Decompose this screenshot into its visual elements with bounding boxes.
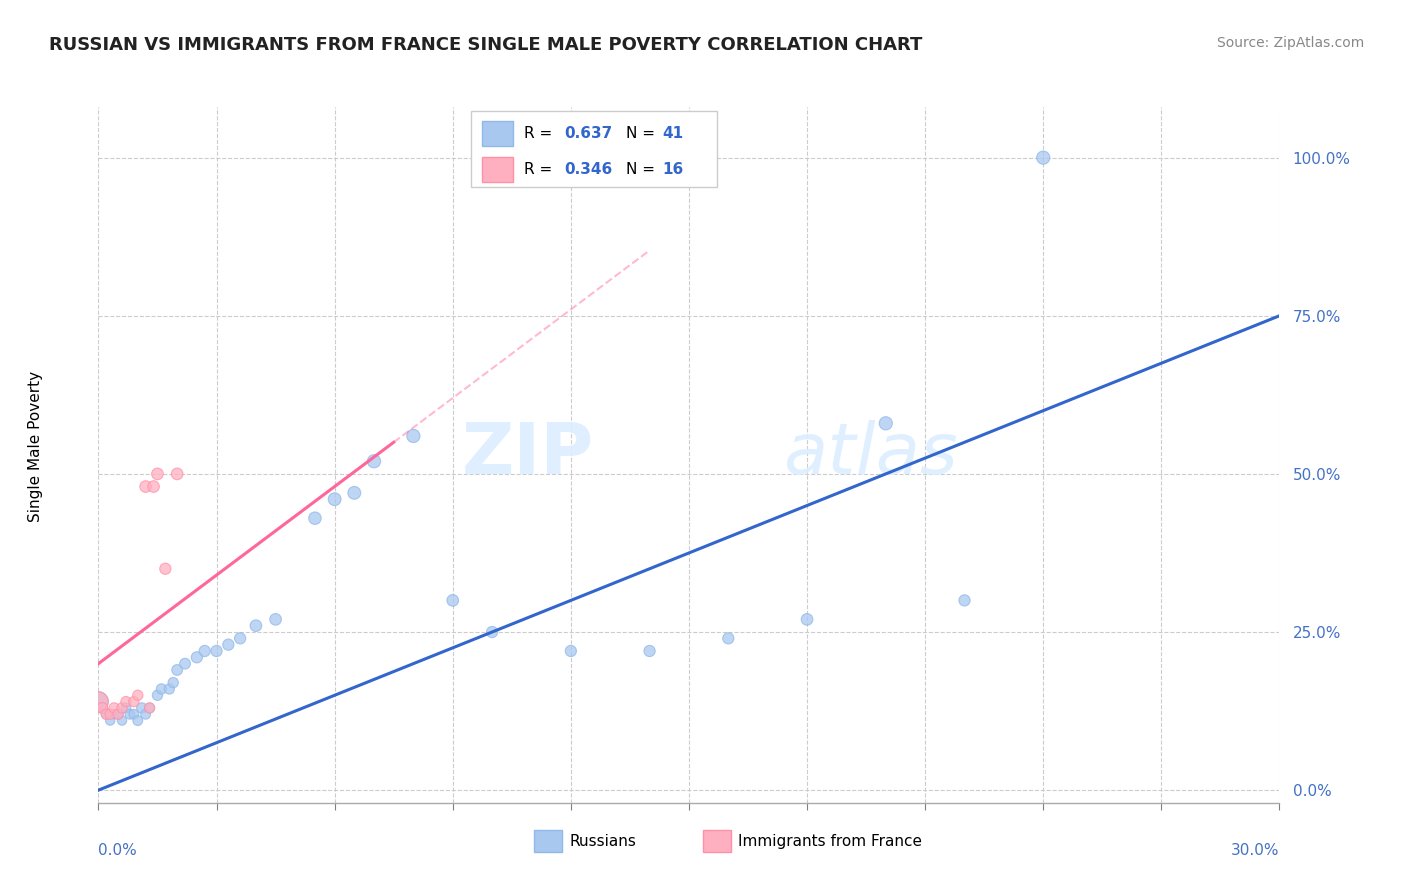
Point bbox=[796, 612, 818, 626]
Text: ZIP: ZIP bbox=[463, 420, 595, 490]
Point bbox=[174, 657, 197, 671]
Text: atlas: atlas bbox=[783, 420, 957, 490]
Point bbox=[162, 675, 184, 690]
Point bbox=[186, 650, 208, 665]
Point bbox=[135, 479, 157, 493]
Text: Immigrants from France: Immigrants from France bbox=[738, 834, 922, 848]
Point bbox=[343, 486, 366, 500]
Text: 41: 41 bbox=[662, 127, 683, 141]
Text: Single Male Poverty: Single Male Poverty bbox=[28, 370, 42, 522]
Point bbox=[87, 695, 110, 709]
Point bbox=[217, 638, 239, 652]
Point bbox=[138, 701, 160, 715]
Point bbox=[155, 562, 177, 576]
Point bbox=[107, 707, 129, 722]
Point bbox=[441, 593, 464, 607]
Point bbox=[96, 707, 118, 722]
Point bbox=[111, 701, 134, 715]
Point bbox=[98, 714, 121, 728]
Point bbox=[560, 644, 582, 658]
Point bbox=[304, 511, 326, 525]
Text: R =: R = bbox=[524, 127, 558, 141]
Point bbox=[953, 593, 976, 607]
Point bbox=[91, 701, 114, 715]
Point bbox=[264, 612, 287, 626]
Point bbox=[363, 454, 385, 468]
Point bbox=[111, 714, 134, 728]
Point bbox=[138, 701, 160, 715]
Point bbox=[135, 707, 157, 722]
Text: N =: N = bbox=[626, 162, 659, 177]
Text: 30.0%: 30.0% bbox=[1232, 843, 1279, 858]
Point bbox=[717, 632, 740, 646]
Point bbox=[229, 632, 252, 646]
Point bbox=[146, 688, 169, 702]
Text: RUSSIAN VS IMMIGRANTS FROM FRANCE SINGLE MALE POVERTY CORRELATION CHART: RUSSIAN VS IMMIGRANTS FROM FRANCE SINGLE… bbox=[49, 36, 922, 54]
Text: 0.346: 0.346 bbox=[564, 162, 612, 177]
Point bbox=[402, 429, 425, 443]
Point bbox=[107, 707, 129, 722]
Point bbox=[150, 681, 173, 696]
Point bbox=[103, 707, 125, 722]
Point bbox=[146, 467, 169, 481]
Point bbox=[96, 707, 118, 722]
Point bbox=[115, 701, 138, 715]
Point bbox=[127, 688, 149, 702]
Point bbox=[142, 479, 165, 493]
Point bbox=[122, 695, 145, 709]
Text: 0.637: 0.637 bbox=[564, 127, 612, 141]
Text: 16: 16 bbox=[662, 162, 683, 177]
Point bbox=[481, 625, 503, 640]
Point bbox=[1032, 151, 1054, 165]
Text: 0.0%: 0.0% bbox=[98, 843, 138, 858]
Point bbox=[157, 681, 180, 696]
Point bbox=[127, 714, 149, 728]
Point bbox=[103, 701, 125, 715]
Point bbox=[875, 417, 897, 431]
Point bbox=[323, 492, 346, 507]
Point bbox=[131, 701, 153, 715]
Point bbox=[118, 707, 141, 722]
Text: Source: ZipAtlas.com: Source: ZipAtlas.com bbox=[1216, 36, 1364, 50]
Point bbox=[91, 701, 114, 715]
Point bbox=[166, 467, 188, 481]
Text: Russians: Russians bbox=[569, 834, 637, 848]
Point bbox=[638, 644, 661, 658]
Point bbox=[245, 618, 267, 632]
Text: R =: R = bbox=[524, 162, 558, 177]
Point bbox=[122, 707, 145, 722]
Point bbox=[194, 644, 217, 658]
Point bbox=[87, 695, 110, 709]
Point bbox=[205, 644, 228, 658]
Point bbox=[98, 707, 121, 722]
Text: N =: N = bbox=[626, 127, 659, 141]
Point bbox=[115, 695, 138, 709]
Point bbox=[166, 663, 188, 677]
